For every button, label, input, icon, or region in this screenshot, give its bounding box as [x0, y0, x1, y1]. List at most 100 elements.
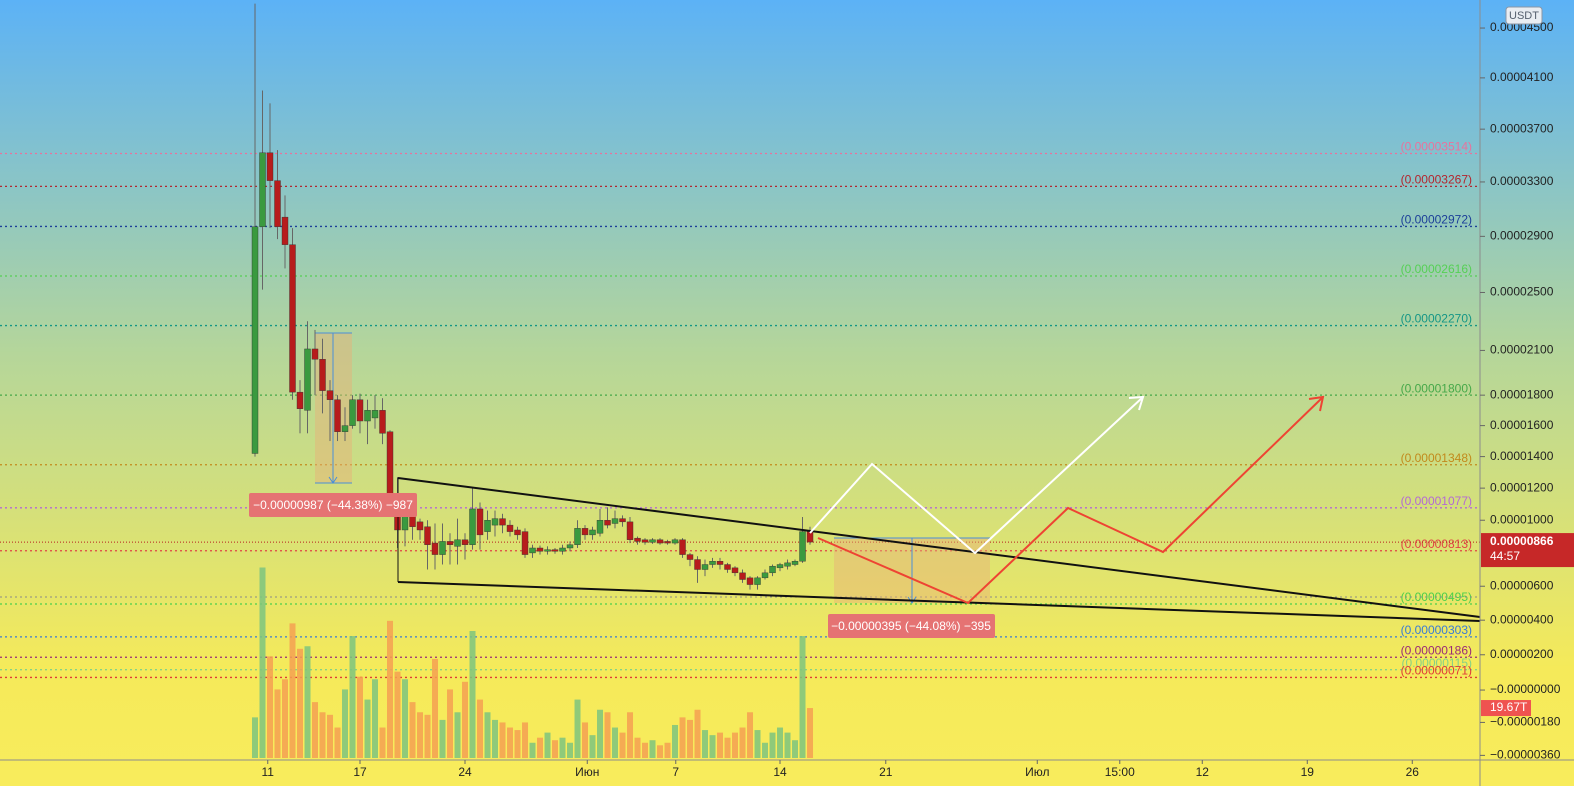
volume-bar: [424, 714, 431, 758]
volume-bar: [702, 730, 709, 758]
volume-bar: [552, 740, 559, 758]
projection-arrowhead: [1128, 395, 1145, 411]
volume-bar: [612, 727, 619, 758]
volume-bar: [454, 712, 461, 758]
x-tick-label: 17: [353, 765, 367, 779]
candle-body: [709, 560, 716, 565]
x-tick-label: 19: [1301, 765, 1315, 779]
volume-bar: [379, 727, 386, 758]
candle-body: [761, 572, 769, 579]
volume-bar: [717, 732, 724, 758]
candle-body: [379, 410, 386, 434]
volume-bar: [462, 681, 469, 758]
candle-body: [754, 577, 761, 585]
volume-bar: [304, 646, 311, 758]
volume-bar: [777, 727, 784, 758]
annotation-box: [828, 614, 995, 638]
candle-body: [626, 521, 634, 540]
level-label: (0.00001348): [1401, 451, 1472, 465]
volume: [252, 567, 814, 758]
x-tick-label: 12: [1196, 765, 1210, 779]
volume-bar: [289, 623, 296, 758]
volume-bar: [627, 712, 634, 758]
candle-body: [476, 508, 484, 536]
volume-bar: [349, 636, 356, 758]
volume-bar: [469, 631, 476, 758]
candle-body: [334, 399, 341, 432]
candle-body: [701, 564, 709, 570]
y-tick-label: 0.00001600: [1490, 418, 1554, 432]
volume-bar: [522, 722, 529, 758]
y-tick-label: 0.00001000: [1490, 512, 1554, 526]
candle-body: [574, 528, 581, 545]
volume-bar: [387, 620, 394, 758]
candle-body: [671, 539, 679, 544]
candle-body: [431, 542, 439, 555]
candle-body: [776, 564, 784, 569]
candle-body: [416, 521, 424, 531]
candle-body: [274, 180, 281, 227]
volume-bar: [597, 709, 604, 758]
candle-body: [649, 539, 656, 543]
y-tick-label: 0.00001200: [1490, 480, 1554, 494]
drawings: −0.00000987 (−44.38%) −987 −0.00000395 (…: [249, 395, 1481, 638]
volume-bar: [747, 712, 754, 758]
candle-body: [484, 520, 491, 532]
candle-body: [536, 547, 544, 552]
candle-body: [349, 399, 356, 426]
volume-bar: [327, 714, 334, 758]
candle-body: [694, 559, 701, 570]
x-tick-label: 24: [458, 765, 472, 779]
x-tick-label: Июл: [1025, 765, 1049, 779]
volume-bar: [739, 727, 746, 758]
x-tick-label: 14: [773, 765, 787, 779]
candle-body: [664, 541, 671, 544]
candle-body: [604, 520, 611, 526]
y-tick-label: 0.00004100: [1490, 70, 1554, 84]
volume-bar: [664, 742, 671, 758]
candle-body: [641, 539, 649, 543]
candle-body: [289, 244, 296, 393]
annotation: −0.00000395 (−44.08%) −395: [831, 619, 991, 633]
volume-bar: [432, 658, 439, 758]
level-label: (0.00002972): [1401, 213, 1472, 227]
volume-bar: [709, 735, 716, 758]
currency-badge: [1505, 6, 1543, 25]
y-tick-label: −0.00000360: [1490, 748, 1561, 762]
level-label: (0.00000071): [1401, 664, 1472, 678]
level-label: (0.00000303): [1401, 623, 1472, 637]
volume-bar: [604, 712, 611, 758]
candle-body: [634, 537, 641, 542]
candle-body: [251, 226, 259, 454]
candle-body: [304, 348, 311, 411]
x-tick-label: 11: [262, 765, 275, 779]
candle-body: [731, 567, 739, 574]
volume-bar: [657, 745, 664, 758]
volume-badge-label: 19.67T: [1490, 700, 1528, 714]
candle-body: [806, 531, 814, 543]
candles: [251, 3, 814, 590]
y-tick-label: 0.00001400: [1490, 449, 1554, 463]
volume-bar: [567, 742, 574, 758]
x-tick-label: 26: [1406, 765, 1420, 779]
y-tick-label: −0.00000000: [1490, 682, 1561, 696]
candle-body: [559, 547, 566, 552]
candle-body: [311, 348, 319, 360]
x-tick-label: 15:00: [1105, 765, 1135, 779]
candle-body: [724, 564, 731, 570]
volume-bar: [589, 735, 596, 758]
trendline: [397, 581, 1481, 622]
volume-bar: [694, 709, 701, 758]
volume-bar: [582, 722, 589, 758]
candle-body: [424, 526, 431, 545]
candle-body: [386, 431, 394, 503]
candle-body: [281, 216, 289, 245]
volume-bar: [807, 708, 814, 758]
x-tick-label: 7: [672, 765, 679, 779]
candle-body: [746, 577, 754, 585]
volume-bar: [402, 679, 409, 758]
volume-bar: [784, 732, 791, 758]
